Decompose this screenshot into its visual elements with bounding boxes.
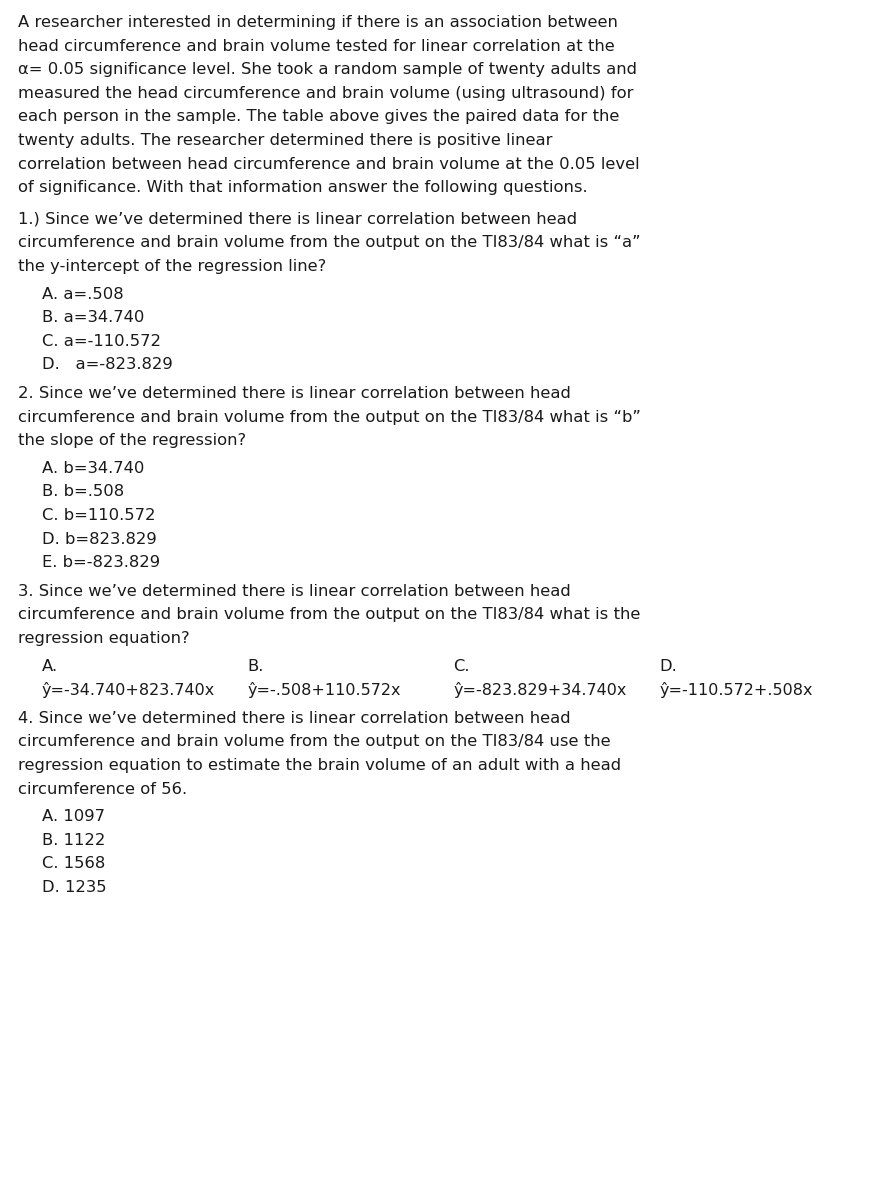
Text: C. a=-110.572: C. a=-110.572 <box>42 334 161 349</box>
Text: twenty adults. The researcher determined there is positive linear: twenty adults. The researcher determined… <box>18 133 552 148</box>
Text: ŷ=-34.740+823.740x: ŷ=-34.740+823.740x <box>42 683 215 698</box>
Text: B. 1122: B. 1122 <box>42 833 105 848</box>
Text: the slope of the regression?: the slope of the regression? <box>18 433 246 449</box>
Text: B.: B. <box>248 659 264 673</box>
Text: circumference and brain volume from the output on the TI83/84 what is “b”: circumference and brain volume from the … <box>18 409 641 425</box>
Text: regression equation?: regression equation? <box>18 631 190 646</box>
Text: E. b=-823.829: E. b=-823.829 <box>42 556 161 570</box>
Text: head circumference and brain volume tested for linear correlation at the: head circumference and brain volume test… <box>18 38 615 54</box>
Text: circumference of 56.: circumference of 56. <box>18 781 187 797</box>
Text: correlation between head circumference and brain volume at the 0.05 level: correlation between head circumference a… <box>18 157 639 172</box>
Text: A. a=.508: A. a=.508 <box>42 287 123 301</box>
Text: each person in the sample. The table above gives the paired data for the: each person in the sample. The table abo… <box>18 109 619 125</box>
Text: C.: C. <box>453 659 470 673</box>
Text: of significance. With that information answer the following questions.: of significance. With that information a… <box>18 180 587 196</box>
Text: D.: D. <box>659 659 677 673</box>
Text: 3. Since we’ve determined there is linear correlation between head: 3. Since we’ve determined there is linea… <box>18 584 571 599</box>
Text: ŷ=-823.829+34.740x: ŷ=-823.829+34.740x <box>453 683 627 698</box>
Text: D.   a=-823.829: D. a=-823.829 <box>42 358 173 372</box>
Text: 4. Since we’ve determined there is linear correlation between head: 4. Since we’ve determined there is linea… <box>18 710 571 726</box>
Text: measured the head circumference and brain volume (using ultrasound) for: measured the head circumference and brai… <box>18 86 633 101</box>
Text: B. b=.508: B. b=.508 <box>42 485 124 499</box>
Text: circumference and brain volume from the output on the TI83/84 what is “a”: circumference and brain volume from the … <box>18 235 640 251</box>
Text: 1.) Since we’ve determined there is linear correlation between head: 1.) Since we’ve determined there is line… <box>18 212 577 227</box>
Text: D. b=823.829: D. b=823.829 <box>42 532 157 547</box>
Text: the y-intercept of the regression line?: the y-intercept of the regression line? <box>18 259 326 274</box>
Text: ŷ=-110.572+.508x: ŷ=-110.572+.508x <box>659 683 812 698</box>
Text: A researcher interested in determining if there is an association between: A researcher interested in determining i… <box>18 14 618 30</box>
Text: regression equation to estimate the brain volume of an adult with a head: regression equation to estimate the brai… <box>18 758 621 773</box>
Text: A. b=34.740: A. b=34.740 <box>42 461 145 476</box>
Text: circumference and brain volume from the output on the TI83/84 use the: circumference and brain volume from the … <box>18 734 610 750</box>
Text: ŷ=-.508+110.572x: ŷ=-.508+110.572x <box>248 683 401 698</box>
Text: C. b=110.572: C. b=110.572 <box>42 508 155 523</box>
Text: D. 1235: D. 1235 <box>42 880 107 895</box>
Text: A. 1097: A. 1097 <box>42 809 105 824</box>
Text: B. a=34.740: B. a=34.740 <box>42 311 145 325</box>
Text: 2. Since we’ve determined there is linear correlation between head: 2. Since we’ve determined there is linea… <box>18 386 571 401</box>
Text: circumference and brain volume from the output on the TI83/84 what is the: circumference and brain volume from the … <box>18 607 640 623</box>
Text: α= 0.05 significance level. She took a random sample of twenty adults and: α= 0.05 significance level. She took a r… <box>18 62 637 77</box>
Text: C. 1568: C. 1568 <box>42 857 105 871</box>
Text: A.: A. <box>42 659 58 673</box>
